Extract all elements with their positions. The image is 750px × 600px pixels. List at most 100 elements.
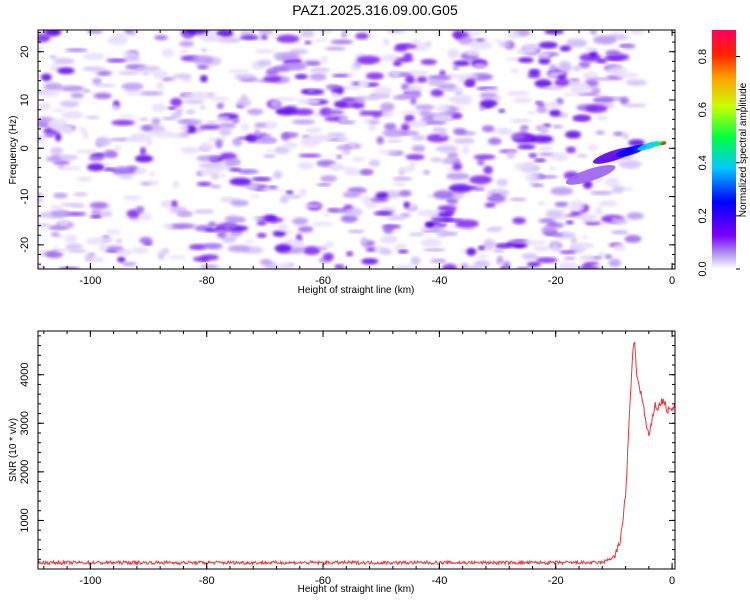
heatmap-noise-blob	[55, 248, 68, 253]
heatmap-noise-blob	[57, 67, 75, 75]
heatmap-noise-blob	[224, 158, 241, 167]
heatmap-noise-blob	[496, 255, 504, 264]
heatmap-noise-blob	[180, 146, 200, 154]
heatmap-noise-blob	[45, 156, 62, 162]
heatmap-noise-blob	[152, 70, 169, 80]
heatmap-noise-blob	[340, 214, 358, 223]
heatmap-noise-blob	[473, 154, 496, 160]
heatmap-noise-blob	[512, 119, 530, 123]
heatmap-noise-blob	[88, 155, 104, 162]
heatmap-noise-blob	[38, 192, 43, 197]
heatmap-noise-blob	[596, 59, 608, 64]
heatmap-noise-blob	[114, 145, 121, 152]
heatmap-noise-blob	[361, 195, 371, 204]
heatmap-noise-blob	[336, 145, 353, 150]
heatmap-noise-blob	[198, 64, 208, 70]
heatmap-noise-blob	[167, 255, 187, 260]
heatmap-noise-blob	[53, 192, 68, 199]
heatmap-noise-blob	[302, 204, 322, 208]
heatmap-noise-blob	[581, 234, 588, 240]
heatmap-noise-blob	[382, 225, 394, 234]
snr-y-tick-label: 1000	[19, 508, 31, 532]
heatmap-noise-blob	[423, 169, 431, 175]
heatmap-noise-blob	[322, 213, 330, 217]
heatmap-noise-blob	[405, 75, 415, 84]
heatmap-noise-blob	[469, 40, 493, 50]
colorbar-label: Normalized spectral amplitude	[738, 82, 749, 217]
heatmap-noise-blob	[92, 83, 116, 87]
snr-x-tick-label: 0	[669, 575, 675, 587]
heatmap-noise-blob	[621, 43, 636, 50]
heatmap-noise-blob	[430, 218, 455, 222]
heatmap-noise-blob	[347, 229, 365, 233]
heatmap-noise-blob	[161, 200, 175, 209]
heatmap-noise-blob	[82, 52, 105, 61]
heatmap-noise-blob	[273, 170, 283, 180]
heatmap-noise-blob	[543, 86, 565, 91]
heatmap-noise-blob	[621, 133, 630, 139]
heatmap-noise-blob	[535, 257, 558, 263]
heatmap-noise-blob	[569, 40, 587, 46]
heatmap-noise-blob	[368, 122, 377, 132]
heatmap-noise-blob	[211, 174, 220, 180]
heatmap-noise-blob	[154, 34, 168, 41]
heatmap-y-tick-label: -20	[19, 237, 31, 253]
colorbar-tick-label: 0.8	[697, 49, 709, 64]
heatmap-noise-blob	[179, 40, 195, 47]
heatmap-noise-blob	[355, 32, 369, 40]
heatmap-noise-blob	[73, 192, 88, 197]
heatmap-noise-blob	[405, 130, 420, 136]
heatmap-noise-blob	[458, 36, 475, 45]
snr-background	[38, 331, 675, 569]
heatmap-noise-blob	[611, 185, 625, 194]
heatmap-noise-blob	[325, 84, 340, 90]
heatmap-noise-blob	[516, 266, 530, 269]
heatmap-noise-blob	[67, 249, 88, 253]
heatmap-noise-blob	[199, 264, 220, 269]
heatmap-noise-blob	[380, 248, 393, 255]
heatmap-noise-blob	[339, 102, 359, 108]
heatmap-noise-blob	[38, 45, 43, 53]
heatmap-noise-blob	[111, 166, 136, 176]
heatmap-noise-blob	[546, 101, 560, 110]
heatmap-noise-blob	[330, 39, 354, 45]
heatmap-noise-blob	[597, 200, 619, 207]
heatmap-noise-blob	[460, 263, 468, 269]
heatmap-noise-blob	[70, 86, 86, 91]
heatmap-noise-blob	[45, 250, 64, 259]
heatmap-noise-blob	[379, 102, 395, 112]
heatmap-noise-blob	[76, 176, 93, 182]
heatmap-noise-blob	[38, 196, 44, 203]
heatmap-noise-blob	[259, 187, 284, 192]
heatmap-noise-blob	[483, 239, 496, 249]
heatmap-noise-blob	[541, 225, 557, 235]
heatmap-noise-blob	[124, 89, 141, 96]
heatmap-noise-blob	[375, 191, 389, 200]
heatmap-noise-blob	[50, 209, 71, 218]
heatmap-noise-blob	[115, 248, 133, 257]
heatmap-noise-blob	[156, 81, 165, 90]
heatmap-noise-blob	[65, 243, 83, 251]
heatmap-noise-blob	[593, 35, 617, 45]
heatmap-noise-blob	[490, 193, 501, 199]
heatmap-noise-blob	[587, 144, 598, 151]
heatmap-noise-blob	[239, 31, 256, 36]
heatmap-noise-blob	[569, 78, 580, 82]
heatmap-noise-blob	[416, 209, 440, 217]
heatmap-noise-blob	[513, 162, 535, 171]
heatmap-noise-blob	[612, 244, 627, 252]
heatmap-noise-blob	[491, 128, 514, 134]
heatmap-noise-blob	[590, 87, 601, 95]
heatmap-noise-blob	[512, 217, 526, 225]
heatmap-noise-blob	[493, 39, 504, 43]
heatmap-noise-blob	[86, 30, 103, 34]
heatmap-noise-blob	[79, 127, 86, 133]
heatmap-y-tick-label: -10	[19, 189, 31, 205]
heatmap-noise-blob	[327, 208, 339, 212]
heatmap-noise-blob	[38, 223, 51, 228]
heatmap-noise-blob	[526, 261, 542, 267]
heatmap-noise-blob	[380, 109, 394, 118]
heatmap-noise-blob	[453, 137, 476, 145]
heatmap-noise-blob	[272, 230, 286, 237]
